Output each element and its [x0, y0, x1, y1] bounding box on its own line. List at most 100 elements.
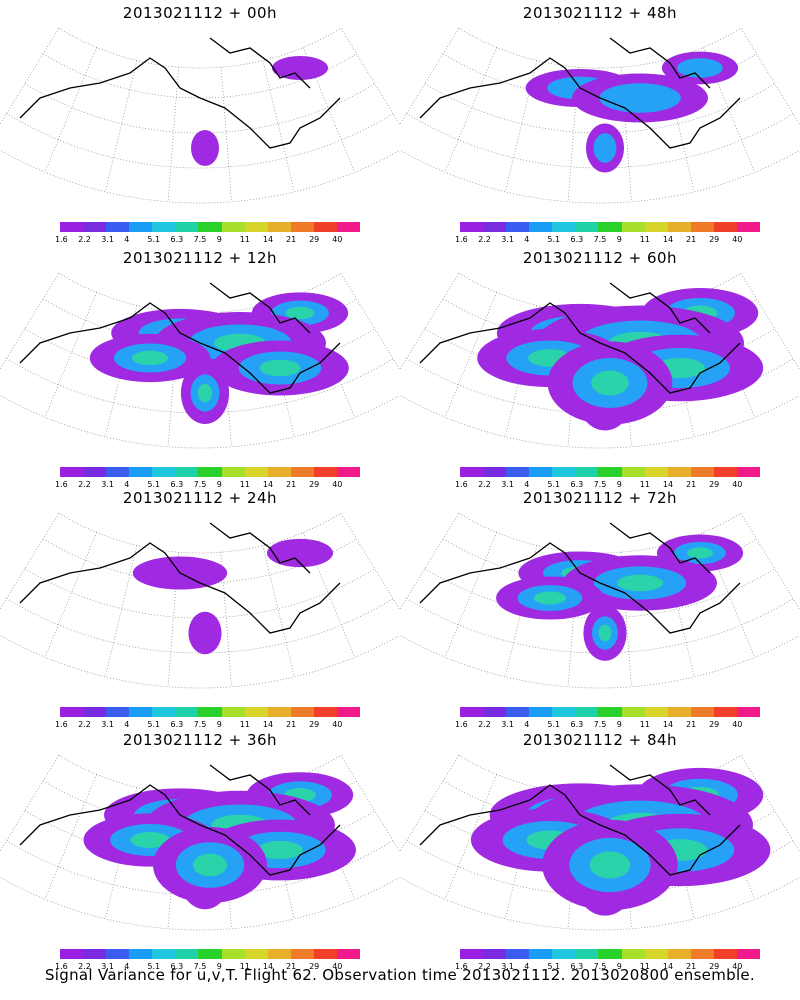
colorbar — [60, 949, 361, 959]
variance-map — [0, 28, 400, 204]
colorbar-swatch — [152, 467, 176, 477]
colorbar-label: 3.1 — [101, 962, 114, 971]
colorbar-swatch — [552, 949, 576, 959]
colorbar-label: 1.6 — [455, 720, 468, 729]
panel-12h: 2013021112 + 12h 1.6 2.2 3.1 4 5.1 6.3 7.5 9 11 1… — [0, 245, 400, 490]
latitude-line — [406, 840, 794, 896]
panel-title: 2013021112 + 60h — [522, 249, 678, 267]
latitude-line — [424, 83, 776, 134]
variance-contour — [687, 547, 713, 559]
variance-map — [0, 513, 400, 689]
variance-contour — [192, 853, 228, 877]
variance-contour — [257, 840, 303, 860]
colorbar-label: 40 — [732, 235, 743, 244]
colorbar-swatch — [460, 222, 484, 232]
colorbar-labels: 1.6 2.2 3.1 4 5.1 6.3 7.5 9 11 14 21 29 40 — [455, 480, 775, 490]
meridian-line — [167, 67, 180, 202]
colorbar-label: 6.3 — [570, 235, 584, 244]
colorbar-label: 3.1 — [101, 720, 114, 729]
colorbar-swatch — [60, 222, 84, 232]
colorbar-swatch — [221, 222, 245, 232]
colorbar-label: 5.1 — [547, 962, 561, 971]
colorbar-swatch — [483, 222, 507, 232]
variance-contour — [598, 624, 612, 642]
variance-map — [400, 273, 800, 449]
colorbar-swatch — [713, 467, 737, 477]
colorbar-swatch — [736, 467, 761, 477]
colorbar-label: 1.6 — [455, 235, 468, 244]
colorbar-label: 4 — [524, 235, 530, 244]
panel-title: 2013021112 + 72h — [522, 489, 678, 507]
variance-contour — [285, 306, 315, 320]
colorbar-label: 29 — [309, 962, 320, 971]
colorbar-swatch — [83, 949, 107, 959]
colorbar-label: 2.2 — [78, 720, 91, 729]
colorbar-label: 40 — [332, 962, 343, 971]
variance-contour — [599, 83, 681, 113]
colorbar-label: 21 — [686, 962, 697, 971]
variance-map — [400, 513, 800, 689]
meridian-line — [0, 273, 60, 370]
colorbar-swatch — [736, 949, 761, 959]
colorbar-label: 21 — [286, 720, 297, 729]
latitude-line — [400, 634, 800, 689]
meridian-line — [444, 47, 497, 173]
colorbar-swatch — [483, 467, 507, 477]
colorbar-swatch — [529, 949, 553, 959]
coastline — [19, 57, 341, 149]
meridian-line — [400, 273, 460, 370]
latitude-line — [6, 358, 394, 414]
colorbar-swatch — [667, 222, 691, 232]
colorbar-label: 14 — [662, 720, 674, 729]
meridian-line — [444, 532, 497, 658]
meridian-line — [400, 28, 460, 125]
latitude-line — [43, 298, 357, 344]
colorbar-label: 7.5 — [193, 480, 207, 489]
coastline — [609, 522, 711, 574]
colorbar-label: 7.5 — [193, 720, 207, 729]
colorbar-swatch — [106, 949, 130, 959]
panel-title: 2013021112 + 48h — [522, 4, 678, 22]
colorbar-swatch — [313, 222, 337, 232]
meridian-line — [340, 28, 400, 126]
colorbar-label: 3.1 — [101, 480, 114, 489]
colorbar-label: 14 — [662, 235, 674, 244]
colorbar-swatch — [60, 467, 84, 477]
colorbar-swatch — [506, 467, 530, 477]
colorbar-label: 7.5 — [593, 235, 607, 244]
colorbar-label: 5.1 — [547, 235, 561, 244]
colorbar-swatch — [690, 467, 714, 477]
coastline — [209, 764, 311, 816]
latitude-line — [406, 358, 794, 414]
meridian-line — [400, 755, 460, 852]
colorbar-swatch — [267, 949, 291, 959]
meridian-line — [340, 273, 400, 371]
colorbar-swatch — [129, 467, 153, 477]
colorbar-label: 4 — [124, 480, 130, 489]
colorbar-label: 3.1 — [501, 720, 514, 729]
colorbar-label: 29 — [709, 720, 720, 729]
latitude-line — [0, 149, 400, 204]
latitude-line — [6, 598, 394, 654]
colorbar-label: 40 — [332, 480, 343, 489]
colorbar-label: 6.3 — [570, 480, 584, 489]
colorbar-label: 4 — [524, 962, 530, 971]
meridian-line — [740, 513, 800, 611]
colorbar-labels: 1.6 2.2 3.1 4 5.1 6.3 7.5 9 11 14 21 29 40 — [55, 480, 375, 490]
colorbar-label: 40 — [332, 720, 343, 729]
latitude-line — [400, 876, 800, 931]
colorbar-swatch — [460, 467, 484, 477]
colorbar-labels: 1.6 2.2 3.1 4 5.1 6.3 7.5 9 11 14 21 29 40 — [55, 720, 375, 730]
variance-field — [496, 534, 744, 661]
coastline — [609, 282, 711, 334]
colorbar-label: 7.5 — [193, 962, 207, 971]
colorbar-labels: 1.6 2.2 3.1 4 5.1 6.3 7.5 9 11 14 21 29 40 — [455, 720, 775, 730]
colorbar-swatch — [152, 949, 176, 959]
latitude-line — [424, 568, 776, 619]
colorbar-swatch — [244, 222, 268, 232]
colorbar-swatch — [244, 949, 268, 959]
colorbar-swatch — [713, 949, 737, 959]
colorbar-label: 2.2 — [78, 235, 91, 244]
meridian-line — [0, 755, 60, 852]
colorbar-label: 14 — [262, 235, 274, 244]
